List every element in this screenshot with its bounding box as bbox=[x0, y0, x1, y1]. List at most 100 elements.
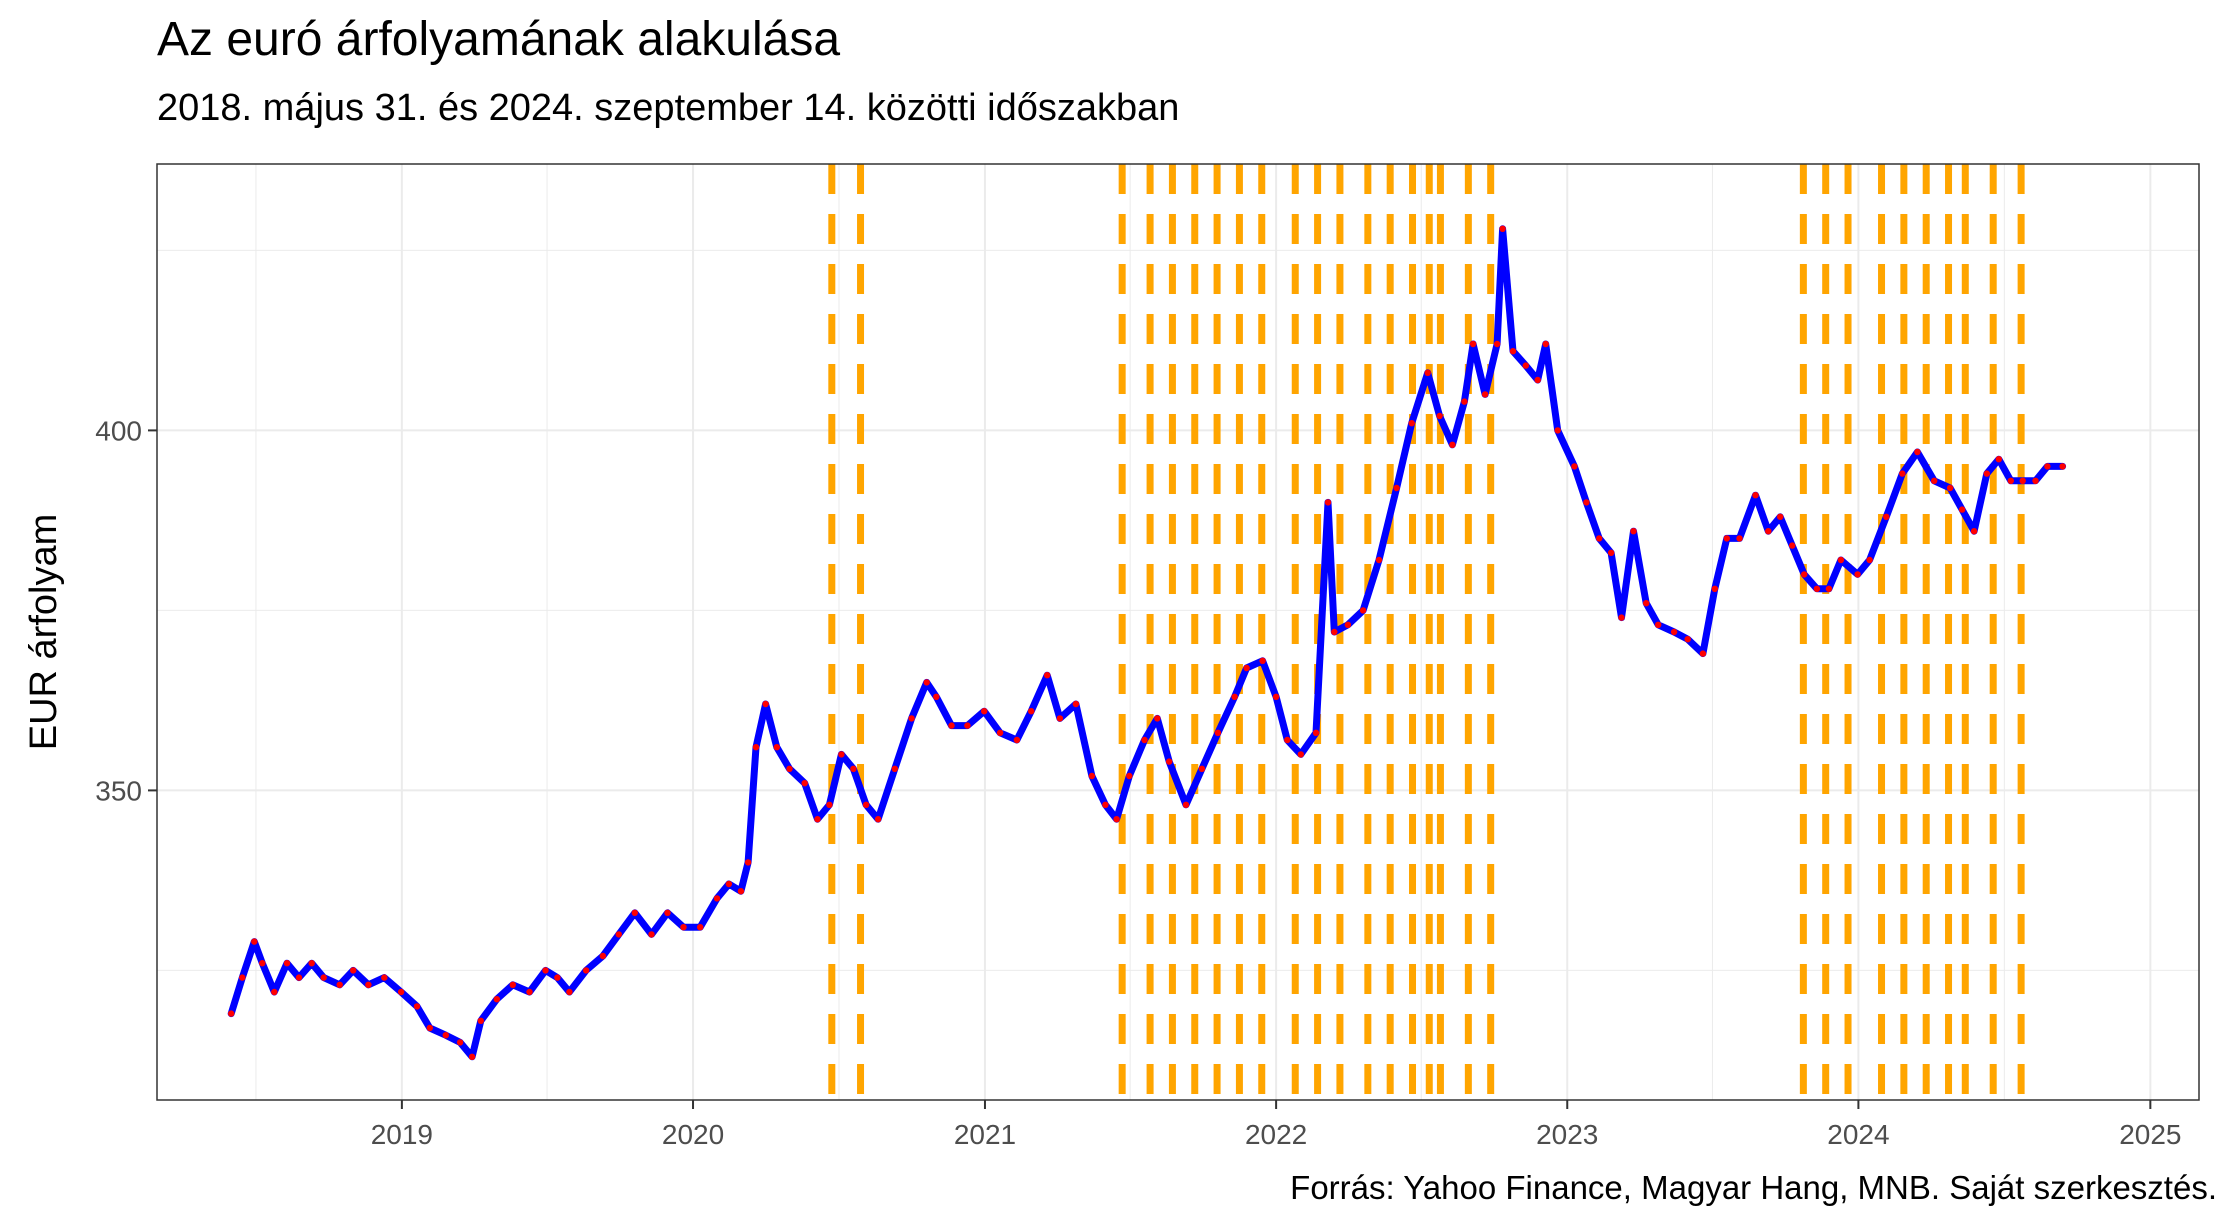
rate-point bbox=[1866, 556, 1873, 564]
rate-point bbox=[1534, 376, 1541, 384]
y-axis-title: EUR árfolyam bbox=[23, 514, 65, 751]
rate-point bbox=[786, 765, 793, 772]
rate-point bbox=[468, 1053, 476, 1061]
rate-point bbox=[1554, 427, 1561, 434]
rate-point bbox=[948, 722, 955, 729]
rate-point bbox=[725, 880, 733, 888]
rate-point bbox=[1231, 693, 1238, 700]
rate-point bbox=[826, 801, 833, 808]
x-tick-label: 2025 bbox=[2119, 1119, 2181, 1150]
rate-point bbox=[2007, 477, 2015, 484]
rate-point bbox=[1509, 348, 1517, 355]
rate-point bbox=[838, 751, 845, 758]
rate-point bbox=[1028, 708, 1035, 715]
x-tick-label: 2023 bbox=[1536, 1119, 1598, 1150]
rate-point bbox=[1344, 621, 1352, 628]
rate-point bbox=[1970, 528, 1978, 535]
rate-point bbox=[228, 1010, 235, 1017]
rate-point bbox=[648, 931, 655, 938]
chart-title: Az euró árfolyamának alakulása bbox=[157, 13, 841, 66]
rate-point bbox=[1469, 340, 1477, 348]
rate-point bbox=[1899, 470, 1906, 477]
rate-point bbox=[1655, 621, 1662, 628]
rate-point bbox=[1825, 585, 1833, 592]
rate-point bbox=[1284, 736, 1291, 744]
y-tick-label: 350 bbox=[95, 775, 142, 806]
rate-point bbox=[862, 801, 870, 808]
rate-point bbox=[1449, 441, 1456, 448]
rate-point bbox=[308, 960, 315, 967]
rate-point bbox=[1723, 535, 1731, 542]
rate-point bbox=[1375, 556, 1383, 564]
rate-point bbox=[1995, 456, 2003, 463]
rate-point bbox=[1154, 715, 1161, 722]
rate-point bbox=[801, 780, 808, 787]
rate-point bbox=[456, 1039, 464, 1046]
rate-point bbox=[773, 744, 780, 751]
rate-point bbox=[1630, 528, 1637, 535]
rate-point bbox=[582, 967, 590, 974]
rate-point bbox=[1596, 535, 1603, 542]
rate-point bbox=[1408, 420, 1415, 427]
rate-point bbox=[814, 816, 821, 823]
rate-point bbox=[1214, 729, 1222, 736]
rate-point bbox=[1571, 463, 1578, 470]
rate-point bbox=[1914, 448, 1921, 456]
rate-point bbox=[426, 1024, 433, 1032]
rate-point bbox=[1088, 772, 1096, 780]
rate-point bbox=[697, 924, 704, 931]
rate-point bbox=[1542, 340, 1549, 348]
rate-point bbox=[1777, 513, 1784, 520]
rate-point bbox=[1583, 499, 1590, 506]
rate-point bbox=[1324, 499, 1332, 506]
rate-point bbox=[599, 952, 607, 960]
rate-point bbox=[1813, 585, 1821, 592]
rate-point bbox=[1013, 736, 1021, 744]
rate-point bbox=[744, 859, 752, 866]
rate-point bbox=[1272, 693, 1280, 700]
rate-point bbox=[1312, 729, 1320, 736]
rate-point bbox=[1958, 506, 1966, 513]
rate-point bbox=[908, 715, 915, 722]
rate-point bbox=[365, 981, 372, 988]
rate-point bbox=[1699, 650, 1707, 657]
rate-point bbox=[1393, 484, 1400, 492]
rate-point bbox=[1618, 614, 1625, 621]
rate-point bbox=[964, 722, 971, 729]
rate-point bbox=[442, 1032, 449, 1039]
rate-point bbox=[2044, 463, 2051, 470]
rate-point bbox=[1670, 628, 1678, 636]
x-tick-label: 2022 bbox=[1245, 1119, 1307, 1150]
rate-point bbox=[350, 967, 357, 974]
y-axis: 350 400 bbox=[95, 415, 157, 806]
rate-point bbox=[1493, 340, 1501, 348]
rate-point bbox=[1072, 700, 1080, 708]
rate-point bbox=[1113, 816, 1120, 823]
rate-point bbox=[996, 729, 1004, 736]
rate-point bbox=[477, 1017, 484, 1024]
rate-point bbox=[336, 981, 343, 988]
rate-point bbox=[1736, 535, 1743, 542]
rate-point bbox=[509, 981, 516, 988]
y-tick-label: 400 bbox=[95, 415, 142, 446]
rate-point bbox=[923, 679, 930, 686]
rate-point bbox=[1931, 477, 1938, 484]
rate-point bbox=[1331, 628, 1338, 636]
rate-point bbox=[239, 974, 246, 981]
rate-point bbox=[251, 938, 258, 945]
rate-point bbox=[874, 816, 882, 823]
rate-point bbox=[1044, 672, 1051, 679]
rate-point bbox=[295, 974, 303, 981]
chart-caption: Forrás: Yahoo Finance, Magyar Hang, MNB.… bbox=[1290, 1169, 2217, 1206]
rate-point bbox=[1522, 362, 1530, 369]
event-lines bbox=[828, 164, 2025, 1100]
x-tick-label: 2021 bbox=[954, 1119, 1016, 1150]
rate-point bbox=[1837, 556, 1845, 564]
rate-point bbox=[752, 744, 760, 751]
rate-point bbox=[1424, 369, 1431, 376]
x-tick-label: 2020 bbox=[662, 1119, 724, 1150]
rate-point bbox=[320, 974, 327, 981]
rate-point bbox=[1607, 549, 1615, 556]
rate-point bbox=[1481, 391, 1489, 398]
